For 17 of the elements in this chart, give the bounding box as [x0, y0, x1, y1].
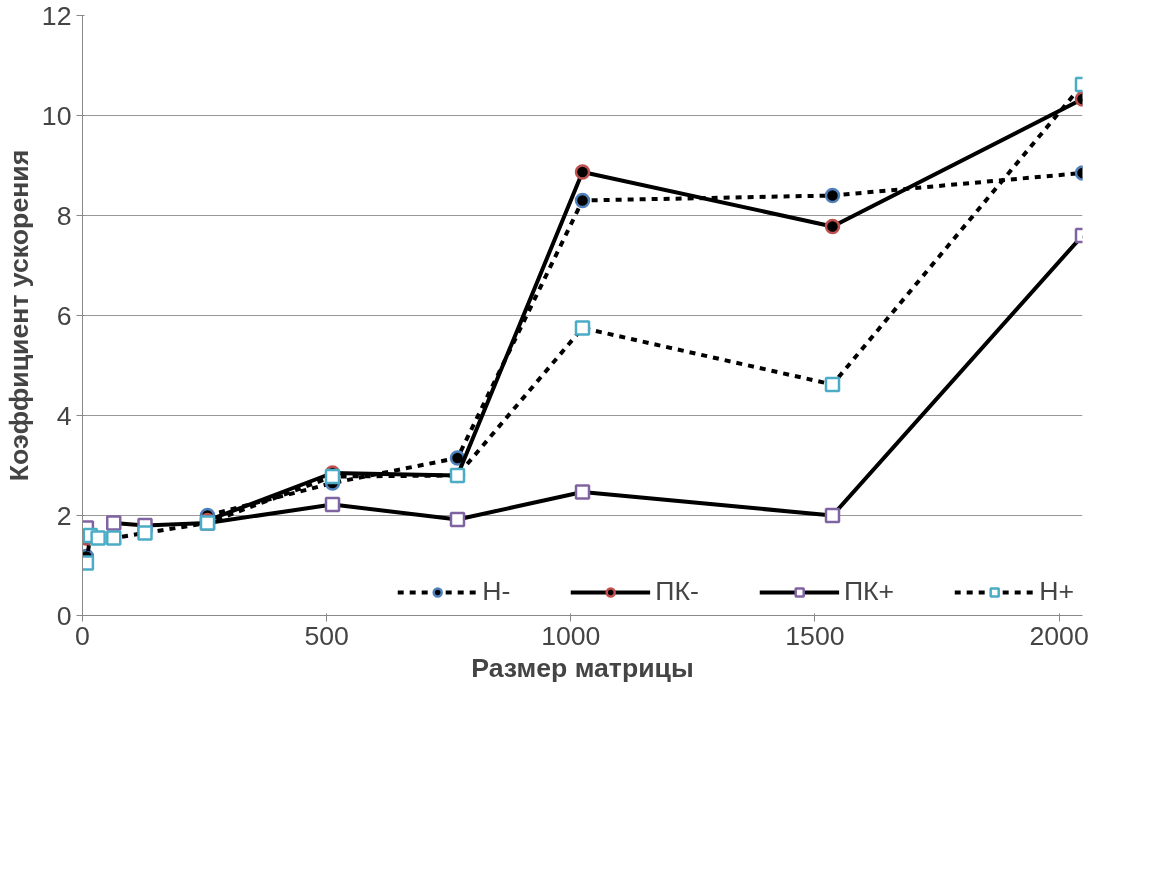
x-tick-label: 500 — [304, 620, 349, 651]
y-tick-label: 12 — [41, 0, 72, 31]
x-tick-label: 2000 — [1029, 620, 1089, 651]
x-tick-label: 1000 — [541, 620, 601, 651]
y-tick-label: 0 — [56, 600, 72, 631]
y-axis-title: Коэффициент ускорения — [3, 149, 34, 482]
y-tick-label: 4 — [56, 400, 72, 431]
legend-label: ПК+ — [843, 576, 895, 607]
y-tick-label: 10 — [41, 100, 72, 131]
y-tick-label: 8 — [56, 200, 72, 231]
y-tick-label: 6 — [56, 300, 72, 331]
legend-label: Н- — [482, 576, 511, 607]
x-axis-title: Размер матрицы — [471, 652, 694, 683]
legend-label: ПК- — [655, 576, 699, 607]
legend-label: Н+ — [1039, 576, 1074, 607]
x-tick-label: 1500 — [785, 620, 845, 651]
y-tick-label: 2 — [56, 500, 72, 531]
